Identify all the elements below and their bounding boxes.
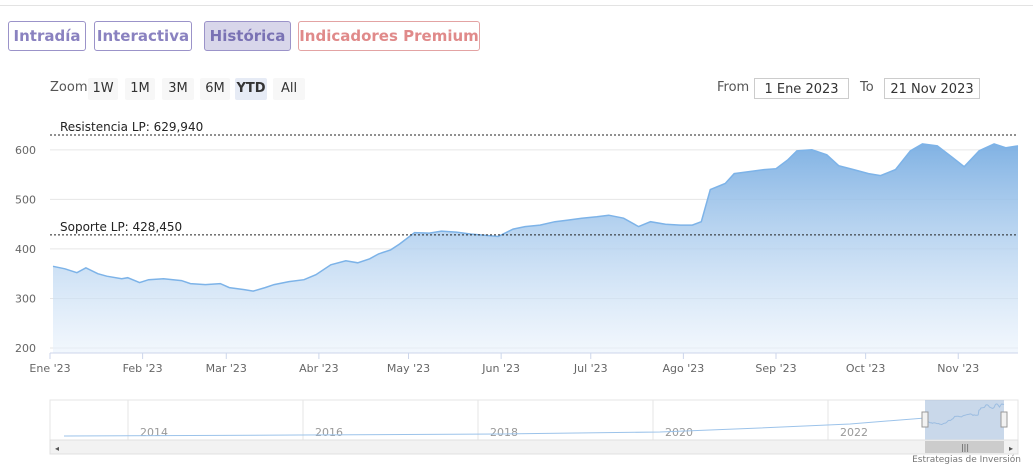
top-divider <box>0 5 1033 6</box>
x-tick-label: Ene '23 <box>29 362 70 375</box>
tab-intradia[interactable]: Intradía <box>8 21 86 51</box>
credit-text: Estrategias de Inversión <box>912 455 1021 465</box>
annotation-label: Soporte LP: 428,450 <box>60 220 182 234</box>
x-tick-label: Jul '23 <box>573 362 608 375</box>
x-tick-label: Feb '23 <box>123 362 163 375</box>
zoom-1w-button[interactable]: 1W <box>88 78 118 100</box>
x-tick-label: Mar '23 <box>206 362 247 375</box>
navigator-year-label: 2022 <box>840 426 868 439</box>
navigator-scrollbar-thumb[interactable] <box>925 441 1004 453</box>
x-tick-label: Ago '23 <box>662 362 704 375</box>
zoom-3m-button[interactable]: 3M <box>162 78 194 100</box>
zoom-all-button[interactable]: All <box>273 78 305 100</box>
price-line <box>52 143 1019 292</box>
y-tick-label: 400 <box>15 243 36 256</box>
y-tick-label: 200 <box>15 342 36 355</box>
x-tick-label: Sep '23 <box>755 362 796 375</box>
x-tick-label: Nov '23 <box>937 362 979 375</box>
navigator-year-label: 2018 <box>490 426 518 439</box>
to-date-input[interactable]: 21 Nov 2023 <box>884 78 980 99</box>
zoom-label: Zoom <box>50 80 88 95</box>
scroll-right-icon[interactable]: ▸ <box>1009 444 1013 453</box>
annotation-label: Resistencia LP: 629,940 <box>60 120 203 134</box>
x-tick-label: Oct '23 <box>846 362 886 375</box>
navigator-scrollbar[interactable] <box>49 439 1019 455</box>
tab-interactiva[interactable]: Interactiva <box>94 21 192 51</box>
scrollbar-grip-icon: ||| <box>961 443 969 452</box>
scroll-left-icon[interactable]: ◂ <box>55 444 59 453</box>
from-label: From <box>717 80 750 95</box>
zoom-ytd-button[interactable]: YTD <box>235 78 267 100</box>
y-tick-label: 500 <box>15 193 36 206</box>
x-tick-label: May '23 <box>387 362 430 375</box>
from-date-input[interactable]: 1 Ene 2023 <box>754 78 849 99</box>
to-label: To <box>860 80 874 95</box>
chart-annotations: Resistencia LP: 629,940 Soporte LP: 428,4… <box>50 120 1018 236</box>
navigator-year-label: 2020 <box>665 426 693 439</box>
zoom-6m-button[interactable]: 6M <box>200 78 230 100</box>
navigator-year-label: 2014 <box>140 426 168 439</box>
y-axis-ticks: 200 300 400 500 600 <box>15 144 36 355</box>
price-area <box>53 143 1018 353</box>
navigator-year-label: 2016 <box>315 426 343 439</box>
x-tick-label: Abr '23 <box>299 362 339 375</box>
zoom-1m-button[interactable]: 1M <box>125 78 155 100</box>
tab-historica[interactable]: Histórica <box>204 21 291 51</box>
tab-indicadores-premium[interactable]: Indicadores Premium <box>298 21 480 51</box>
navigator-mask[interactable] <box>925 400 1004 440</box>
x-axis-ticks: Ene '23 Feb '23 Mar '23 Abr '23 May '23 Jun '… <box>29 353 979 375</box>
navigator-handle-right[interactable] <box>1000 411 1008 428</box>
navigator[interactable]: 2014 2016 2018 2020 2022 ||| ◂ ▸ <box>49 399 1019 455</box>
y-tick-label: 600 <box>15 144 36 157</box>
y-tick-label: 300 <box>15 292 36 305</box>
navigator-handle-left[interactable] <box>921 411 929 428</box>
x-tick-label: Jun '23 <box>481 362 520 375</box>
